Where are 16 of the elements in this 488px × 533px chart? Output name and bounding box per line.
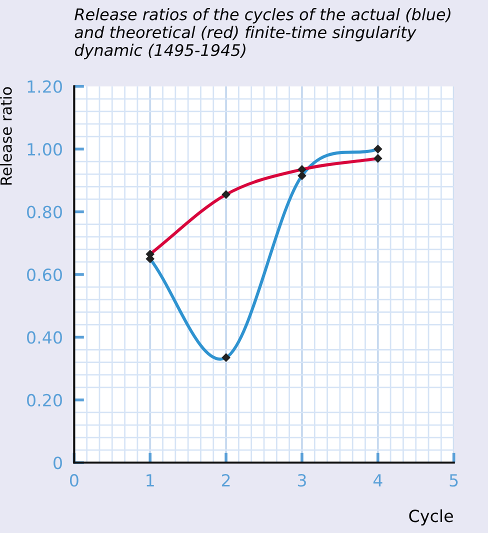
- x-tick-label: 0: [70, 474, 78, 487]
- y-tick-label: 0.40: [27, 331, 62, 344]
- x-tick-label: 4: [373, 474, 382, 486]
- y-tick-label: 1.20: [28, 80, 62, 93]
- x-tick-label: 5: [450, 474, 458, 487]
- y-tick-label: 0.20: [27, 394, 62, 406]
- x-tick-label: 1: [146, 474, 154, 486]
- y-axis-title: Release ratio: [0, 87, 12, 185]
- y-tick-label: 0.80: [27, 206, 62, 218]
- y-tick-label: 1.00: [28, 143, 62, 156]
- x-tick-label: 3: [298, 474, 306, 487]
- chart-title: Release ratios of the cycles of the actual (blue) and theoretical (red) finite-time singularity dynamic (1495-1945): [74, 8, 450, 60]
- y-tick-label: 0: [54, 456, 62, 470]
- x-axis-title: Cycle: [409, 509, 453, 526]
- y-tick-label: 0.60: [27, 268, 62, 282]
- x-tick-label: 2: [222, 474, 230, 486]
